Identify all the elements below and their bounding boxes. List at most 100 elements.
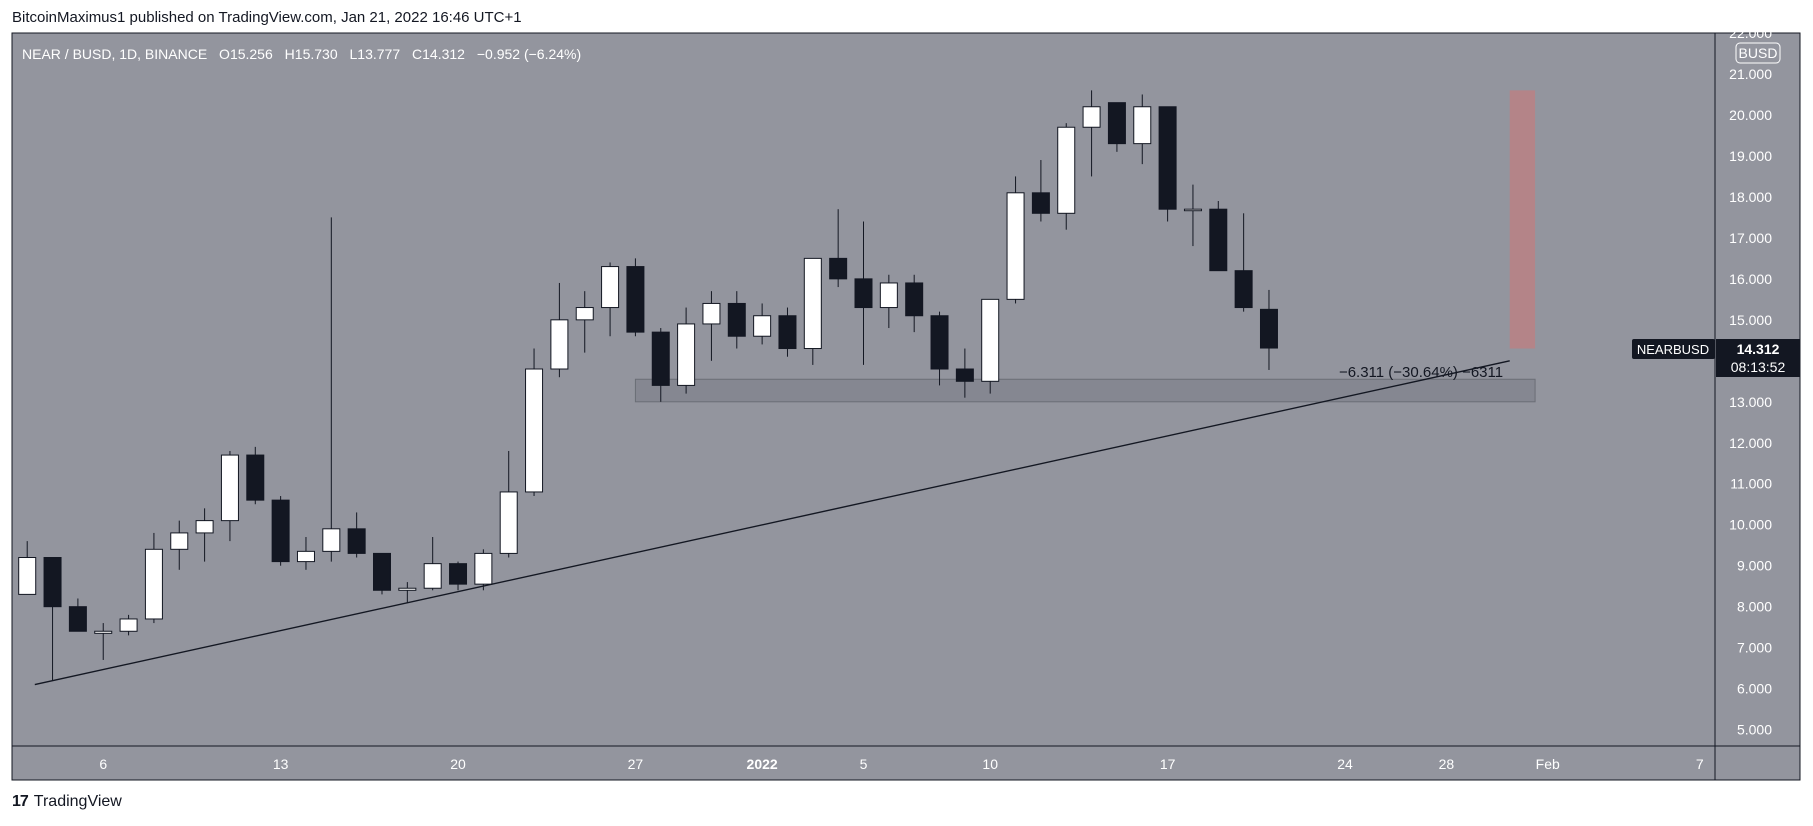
candle[interactable] xyxy=(1082,90,1101,177)
price-tick-label: 13.000 xyxy=(1729,394,1772,410)
candle[interactable] xyxy=(550,282,569,378)
candle[interactable] xyxy=(677,307,696,394)
candle[interactable] xyxy=(398,582,417,603)
candle[interactable] xyxy=(1209,201,1228,272)
candle-body xyxy=(525,368,544,493)
candle-body xyxy=(905,282,924,317)
time-tick-label: 7 xyxy=(1696,756,1704,772)
price-tick-label: 10.000 xyxy=(1729,517,1772,533)
candle-body xyxy=(651,331,670,386)
candle[interactable] xyxy=(1006,176,1025,304)
candle[interactable] xyxy=(1133,94,1152,165)
candle[interactable] xyxy=(854,221,873,365)
candle[interactable] xyxy=(981,298,1000,394)
candle[interactable] xyxy=(43,557,62,681)
candle-body xyxy=(803,257,822,350)
candle[interactable] xyxy=(525,348,544,497)
candle[interactable] xyxy=(18,541,37,595)
candle-body xyxy=(1057,126,1076,214)
candle[interactable] xyxy=(347,512,366,558)
candle[interactable] xyxy=(271,496,290,566)
candle[interactable] xyxy=(296,537,315,570)
publisher-header: BitcoinMaximus1 published on TradingView… xyxy=(12,9,522,26)
candle-body xyxy=(423,563,442,589)
candle-body xyxy=(1158,106,1177,210)
candle-body xyxy=(144,548,163,620)
candle-body xyxy=(550,319,569,370)
close-value: 14.312 xyxy=(422,46,465,62)
candle[interactable] xyxy=(651,328,670,402)
price-tick-label: 19.000 xyxy=(1729,148,1772,164)
candle[interactable] xyxy=(220,450,239,542)
candle[interactable] xyxy=(170,520,189,570)
candle-body xyxy=(1031,192,1050,214)
candle[interactable] xyxy=(1234,213,1253,312)
candle[interactable] xyxy=(1183,184,1202,247)
candle[interactable] xyxy=(474,549,493,591)
candle[interactable] xyxy=(753,303,772,345)
candle[interactable] xyxy=(144,532,163,624)
candle[interactable] xyxy=(601,262,620,337)
candle[interactable] xyxy=(1057,123,1076,230)
candle[interactable] xyxy=(246,446,265,505)
ascending-trendline[interactable] xyxy=(34,360,1510,686)
candle[interactable] xyxy=(702,291,721,361)
target-box[interactable] xyxy=(1509,90,1536,349)
candle-body xyxy=(449,563,468,585)
candle[interactable] xyxy=(322,217,341,562)
candle[interactable] xyxy=(195,508,214,562)
candle[interactable] xyxy=(449,561,468,591)
candle[interactable] xyxy=(94,623,113,660)
svg-text:NEAR / BUSD, 1D, BINANCE: NEAR / BUSD, 1D, BINANCE O15.256 H15.730… xyxy=(22,46,581,62)
candle-body xyxy=(195,520,214,534)
time-tick-label: 20 xyxy=(450,756,466,772)
candle[interactable] xyxy=(575,291,594,353)
candle[interactable] xyxy=(68,598,87,632)
candle-body xyxy=(372,552,391,591)
time-tick-label: 6 xyxy=(99,756,107,772)
candle[interactable] xyxy=(626,258,645,337)
candle-body xyxy=(68,606,87,632)
price-tick-label: 22.000 xyxy=(1729,25,1772,41)
candle[interactable] xyxy=(803,257,822,365)
candle[interactable] xyxy=(1107,102,1126,152)
price-tick-label: 16.000 xyxy=(1729,271,1772,287)
candle[interactable] xyxy=(955,348,974,398)
candle[interactable] xyxy=(1259,289,1278,370)
measurement-label: −6.311 (−30.64%) −6311 xyxy=(1339,364,1503,381)
low-label: L xyxy=(350,46,358,62)
candle[interactable] xyxy=(1031,160,1050,222)
candle[interactable] xyxy=(1158,106,1177,222)
open-value: 15.256 xyxy=(230,46,273,62)
candle[interactable] xyxy=(905,274,924,333)
candle-body xyxy=(955,368,974,382)
candle[interactable] xyxy=(727,291,746,349)
price-tick-label: 17.000 xyxy=(1729,230,1772,246)
candle[interactable] xyxy=(829,209,848,288)
candle-body xyxy=(1107,102,1126,145)
candle-body xyxy=(1082,106,1101,128)
candle-body xyxy=(727,302,746,337)
candle[interactable] xyxy=(372,552,391,595)
currency-badge[interactable]: BUSD xyxy=(1735,42,1781,64)
candle[interactable] xyxy=(423,537,442,591)
time-axis[interactable] xyxy=(12,746,1800,780)
candle[interactable] xyxy=(778,307,797,357)
time-tick-label: 27 xyxy=(628,756,644,772)
candle[interactable] xyxy=(930,311,949,386)
price-axis[interactable] xyxy=(1715,33,1800,746)
candle-body xyxy=(575,307,594,321)
candle-body xyxy=(1259,308,1278,349)
candle[interactable] xyxy=(499,450,518,558)
support-zone[interactable] xyxy=(634,378,1536,403)
price-tick-label: 7.000 xyxy=(1737,640,1772,656)
candle-body xyxy=(753,315,772,337)
candle-body xyxy=(398,587,417,591)
price-tick-label: 6.000 xyxy=(1737,681,1772,697)
price-tick-label: 15.000 xyxy=(1729,312,1772,328)
currency-badge-label: BUSD xyxy=(1739,45,1778,61)
candle[interactable] xyxy=(119,614,138,636)
candle-body xyxy=(879,282,898,309)
candle[interactable] xyxy=(879,274,898,329)
